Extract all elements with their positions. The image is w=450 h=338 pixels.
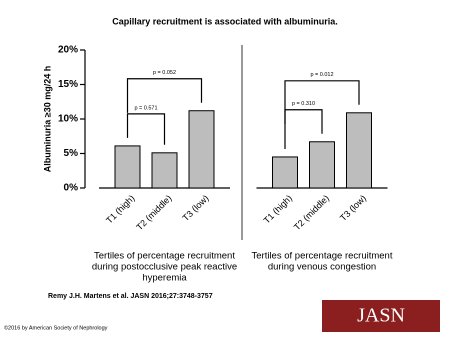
x-tick-label: T3 (low) [181, 193, 211, 223]
comparison-bracket [126, 78, 203, 113]
citation: Remy J.H. Martens et al. JASN 2016;27:37… [48, 293, 213, 300]
x-tick-label: T1 (high) [262, 193, 295, 226]
x-tick-label: T3 (low) [338, 193, 368, 223]
bar [151, 152, 178, 189]
comparison-label: p = 0.052 [153, 70, 176, 76]
bar [188, 110, 215, 189]
logo-box [322, 300, 440, 332]
comparison-label: p = 0.012 [310, 72, 333, 78]
x-axis-label: during postocclusive peak reactive [92, 262, 237, 273]
copyright: ©2016 by American Society of Nephrology [4, 324, 108, 331]
y-tick-label: 20% [58, 45, 78, 56]
logo: JASN [357, 305, 405, 327]
bar [346, 112, 372, 189]
bar [272, 156, 298, 189]
x-tick-label: T2 (middle) [134, 193, 173, 232]
comparison-label: p = 0.310 [292, 101, 315, 107]
bar [309, 141, 335, 189]
x-tick-label: T1 (high) [104, 193, 137, 226]
x-tick-label: T2 (middle) [292, 193, 331, 232]
y-tick-label: 5% [64, 148, 79, 159]
bar [114, 145, 141, 189]
x-axis-label: during venous congestion [268, 262, 376, 273]
y-tick-label: 10% [58, 114, 78, 125]
x-axis-label: Tertiles of percentage recruitment [94, 251, 235, 262]
comparison-bracket [284, 80, 360, 124]
comparison-label: p = 0.571 [134, 105, 157, 111]
y-tick-label: 15% [58, 79, 78, 90]
x-axis-label: Tertiles of percentage recruitment [252, 251, 393, 262]
comparison-bracket [126, 113, 166, 145]
y-axis-label: Albuminuria ≥30 mg/24 h [42, 66, 52, 172]
chart-title: Capillary recruitment is associated with… [112, 16, 338, 26]
y-tick-label: 0% [64, 183, 79, 194]
x-axis-label: hyperemia [142, 273, 187, 284]
comparison-bracket [284, 109, 323, 149]
